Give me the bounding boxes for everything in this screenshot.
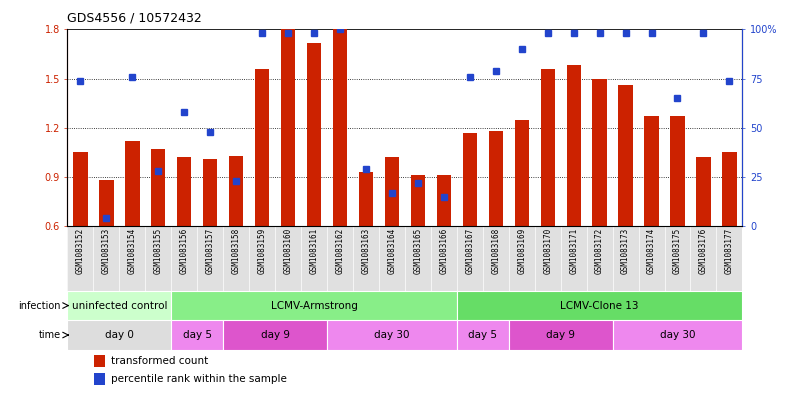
Text: GSM1083172: GSM1083172 [596,228,604,274]
Text: day 30: day 30 [374,330,410,340]
Bar [73,152,87,226]
Bar [67,291,172,320]
Bar [307,42,322,226]
Text: GSM1083164: GSM1083164 [387,228,396,274]
Text: GSM1083165: GSM1083165 [414,228,422,274]
Bar [327,320,457,350]
Bar [94,355,106,367]
Bar [457,291,742,320]
Text: GSM1083161: GSM1083161 [310,228,318,274]
Bar [619,85,633,226]
Text: GSM1083152: GSM1083152 [76,228,85,274]
Bar [463,132,477,226]
Text: LCMV-Clone 13: LCMV-Clone 13 [561,301,639,310]
Bar [645,116,659,226]
Bar [94,373,106,385]
Bar [567,66,580,226]
Text: GSM1083170: GSM1083170 [543,228,552,274]
Bar [255,69,269,226]
Bar [696,157,711,226]
Text: uninfected control: uninfected control [71,301,168,310]
Bar [613,320,742,350]
Bar [281,29,295,226]
Bar [99,180,114,226]
Text: GDS4556 / 10572432: GDS4556 / 10572432 [67,11,202,24]
Text: GSM1083176: GSM1083176 [699,228,708,274]
Bar [670,116,684,226]
Text: GSM1083168: GSM1083168 [491,228,500,274]
Bar [223,320,327,350]
Text: percentile rank within the sample: percentile rank within the sample [111,374,287,384]
Text: GSM1083163: GSM1083163 [361,228,371,274]
Text: transformed count: transformed count [111,356,209,366]
Text: GSM1083167: GSM1083167 [465,228,474,274]
Text: GSM1083166: GSM1083166 [439,228,449,274]
Text: GSM1083157: GSM1083157 [206,228,214,274]
Text: day 30: day 30 [660,330,696,340]
Text: GSM1083169: GSM1083169 [517,228,526,274]
Text: day 5: day 5 [183,330,212,340]
Text: GSM1083171: GSM1083171 [569,228,578,274]
Text: day 0: day 0 [105,330,134,340]
Text: GSM1083155: GSM1083155 [154,228,163,274]
Bar [67,320,172,350]
Bar [151,149,165,226]
Text: day 9: day 9 [546,330,575,340]
Text: GSM1083156: GSM1083156 [179,228,189,274]
Bar [203,159,218,226]
Text: GSM1083162: GSM1083162 [336,228,345,274]
Bar [592,79,607,226]
Bar [410,175,425,226]
Text: GSM1083160: GSM1083160 [283,228,293,274]
Text: GSM1083154: GSM1083154 [128,228,137,274]
Bar [488,131,503,226]
Bar [172,291,457,320]
Bar [333,29,347,226]
Text: day 5: day 5 [468,330,497,340]
Text: GSM1083173: GSM1083173 [621,228,630,274]
Bar [125,141,140,226]
Bar [515,119,529,226]
Text: GSM1083158: GSM1083158 [232,228,241,274]
Bar [359,172,373,226]
Bar [229,156,243,226]
Text: GSM1083174: GSM1083174 [647,228,656,274]
Text: GSM1083153: GSM1083153 [102,228,111,274]
Bar [541,69,555,226]
Bar [437,175,451,226]
Text: infection: infection [18,301,61,310]
Bar [509,320,613,350]
Bar [172,320,223,350]
Bar [385,157,399,226]
Text: LCMV-Armstrong: LCMV-Armstrong [271,301,357,310]
Bar [723,152,737,226]
Text: GSM1083159: GSM1083159 [258,228,267,274]
Bar [457,320,509,350]
Text: GSM1083175: GSM1083175 [673,228,682,274]
Bar [177,157,191,226]
Text: GSM1083177: GSM1083177 [725,228,734,274]
Text: day 9: day 9 [260,330,290,340]
Text: time: time [39,330,61,340]
